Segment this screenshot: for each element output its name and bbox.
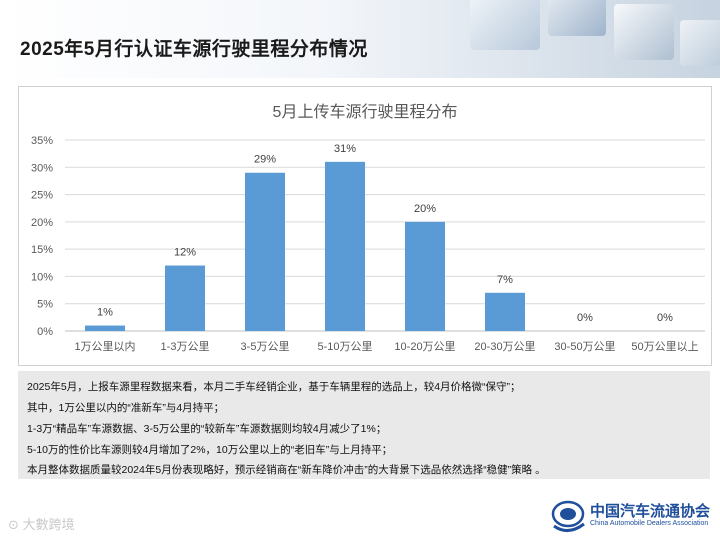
x-tick-label: 5-10万公里: [317, 340, 372, 353]
association-emblem-icon: [551, 500, 585, 532]
bar-chart: 5月上传车源行驶里程分布 0% 5% 10% 15% 20% 25% 30% 35% 1% 1万公…: [31, 103, 705, 353]
note-line: 本月整体数据质量较2024年5月份表现略好，预示经销商在“新车降价冲击”的大背景…: [27, 464, 546, 476]
x-tick-label: 20-30万公里: [474, 340, 535, 353]
data-label: 31%: [334, 143, 356, 155]
association-logo: 中国汽车流通协会 China Automobile Dealers Associ…: [548, 496, 716, 536]
bar: [85, 325, 125, 331]
decorative-cube: [680, 20, 720, 66]
decorative-cube: [470, 0, 540, 50]
x-tick-label: 1万公里以内: [74, 339, 135, 353]
y-tick-label: 35%: [31, 135, 53, 147]
data-label: 1%: [97, 307, 113, 319]
decorative-cube: [614, 4, 674, 60]
data-label: 12%: [174, 247, 196, 259]
bar: [405, 221, 445, 331]
bar: [485, 292, 525, 331]
x-tick-label: 1-3万公里: [161, 340, 210, 353]
x-tick-label: 3-5万公里: [241, 340, 290, 353]
data-label: 20%: [414, 203, 436, 215]
note-line: 1-3万“精品车”车源数据、3-5万公里的“较新车”车源数据则均较4月减少了1%…: [27, 423, 387, 435]
x-tick-label: 50万公里以上: [631, 340, 698, 353]
note-line: 5-10万的性价比车源则较4月增加了2%，10万公里以上的“老旧车”与上月持平；: [27, 444, 393, 456]
note-line: 其中，1万公里以内的“准新车”与4月持平；: [27, 402, 225, 414]
bar: [165, 265, 205, 331]
y-tick-label: 10%: [31, 271, 53, 283]
bar: [325, 161, 365, 331]
note-line: 2025年5月，上报车源里程数据来看，本月二手车经销企业，基于车辆里程的选品上，…: [27, 381, 521, 393]
page-title: 2025年5月行认证车源行驶里程分布情况: [20, 39, 368, 60]
y-tick-label: 0%: [37, 326, 53, 338]
watermark: ⊙ 大數跨境: [8, 517, 75, 532]
logo-name-en: China Automobile Dealers Association: [590, 520, 709, 527]
y-tick-label: 20%: [31, 217, 53, 229]
y-tick-label: 30%: [31, 162, 53, 174]
y-tick-label: 15%: [31, 244, 53, 256]
bar: [245, 172, 285, 331]
data-label: 7%: [497, 274, 513, 286]
logo-name-cn: 中国汽车流通协会: [590, 502, 711, 520]
y-tick-label: 25%: [31, 190, 53, 202]
data-label: 0%: [577, 312, 593, 324]
header-banner: 2025年5月行认证车源行驶里程分布情况: [0, 0, 720, 78]
x-tick-label: 30-50万公里: [554, 340, 615, 353]
y-tick-label: 5%: [37, 299, 53, 311]
data-label: 0%: [657, 312, 673, 324]
notes-panel: 2025年5月，上报车源里程数据来看，本月二手车经销企业，基于车辆里程的选品上，…: [18, 371, 710, 479]
data-label: 29%: [254, 154, 276, 166]
decorative-cube: [548, 0, 606, 36]
chart-container: 5月上传车源行驶里程分布 0% 5% 10% 15% 20% 25% 30% 35% 1% 1万公…: [18, 86, 712, 366]
chart-title: 5月上传车源行驶里程分布: [273, 103, 458, 121]
x-tick-label: 10-20万公里: [394, 340, 455, 353]
